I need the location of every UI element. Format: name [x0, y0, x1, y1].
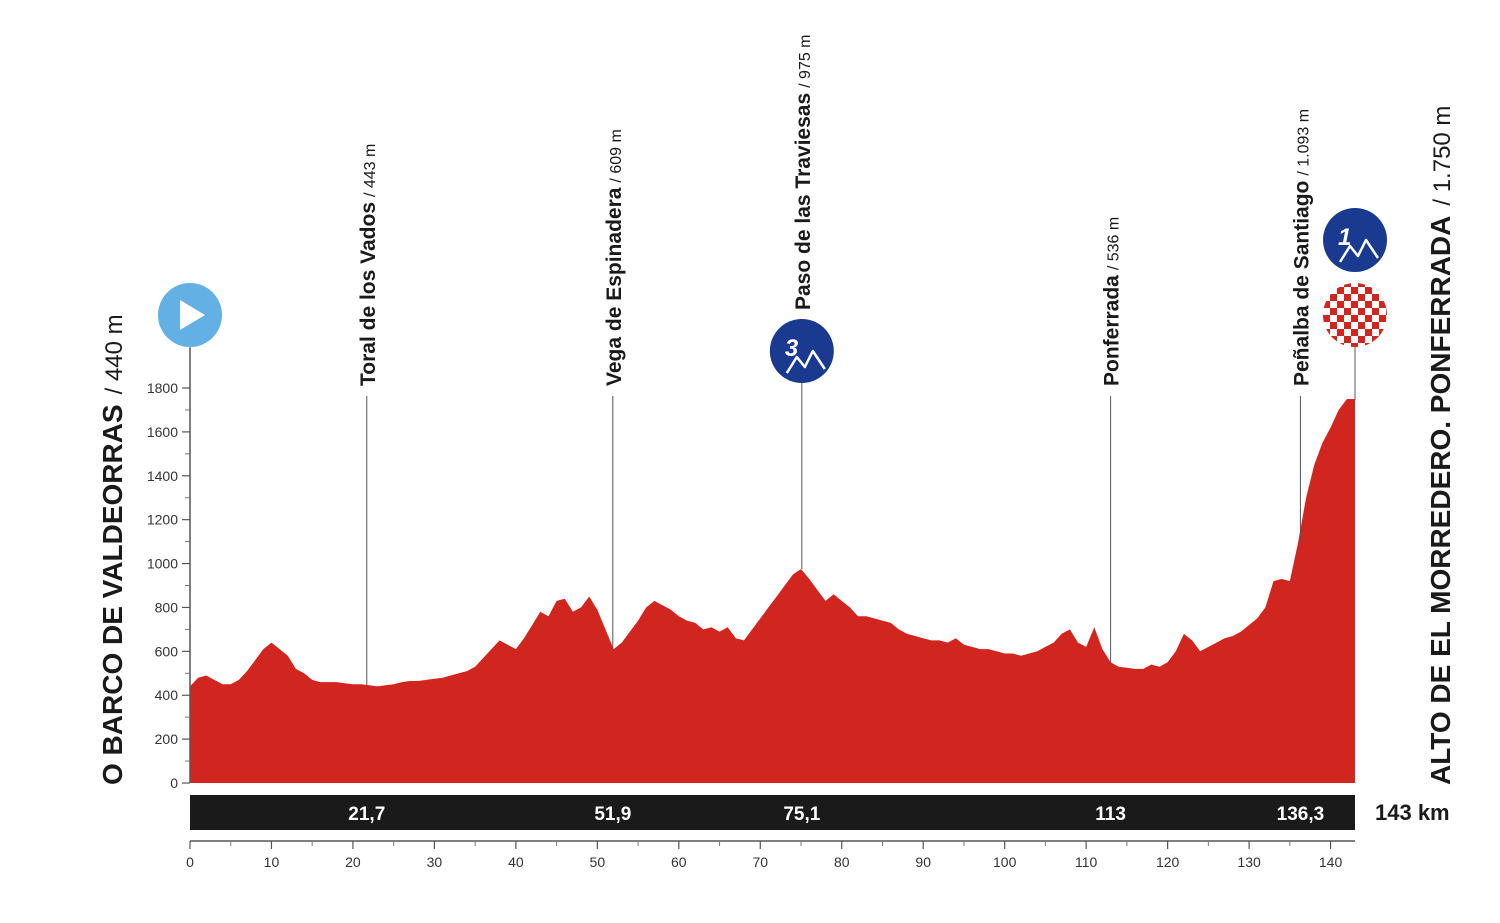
- y-tick-label: 400: [155, 687, 179, 703]
- start-label: O BARCO DE VALDEORRAS / 440 m: [97, 314, 128, 785]
- waypoint-label: Paso de las Traviesas / 975 m: [792, 34, 815, 310]
- waypoint-km-labels: 21,7 51,9 75,1 113 136,3: [348, 804, 1324, 825]
- start-name: O BARCO DE VALDEORRAS: [97, 404, 128, 785]
- x-tick-label: 120: [1156, 854, 1180, 870]
- y-tick-label: 1400: [147, 468, 178, 484]
- y-tick-label: 1000: [147, 556, 178, 572]
- y-tick-label: 200: [155, 731, 179, 747]
- waypoint-altitude: / 1.093 m: [1295, 109, 1312, 176]
- x-tick-label: 90: [915, 854, 931, 870]
- y-tick-label: 800: [155, 599, 179, 615]
- x-tick-label: 70: [752, 854, 768, 870]
- distance-bar: [190, 795, 1355, 830]
- km-label: 51,9: [594, 804, 631, 825]
- y-tick-label: 1200: [147, 512, 178, 528]
- x-tick-label: 100: [993, 854, 1017, 870]
- km-label: 136,3: [1277, 804, 1325, 825]
- finish-altitude: / 1.750 m: [1429, 106, 1456, 206]
- x-tick-label: 30: [427, 854, 443, 870]
- x-tick-label: 60: [671, 854, 687, 870]
- finish-category-number: 1: [1338, 224, 1351, 251]
- x-tick-label: 0: [186, 854, 194, 870]
- waypoint-label: Peñalba de Santiago / 1.093 m: [1290, 109, 1313, 386]
- waypoint-altitude: / 443 m: [362, 144, 379, 197]
- waypoint-markers: Toral de los Vados / 443 m Vega de Espinad…: [357, 34, 1313, 686]
- x-tick-label: 130: [1237, 854, 1261, 870]
- play-icon: [180, 300, 205, 330]
- km-label: 75,1: [783, 804, 820, 825]
- waypoint-label: Toral de los Vados / 443 m: [357, 144, 380, 386]
- y-tick-label: 1800: [147, 380, 178, 396]
- waypoint-label: Ponferrada / 536 m: [1101, 217, 1124, 386]
- km-label: 21,7: [348, 804, 385, 825]
- finish-label: ALTO DE EL MORREDERO. PONFERRADA / 1.750…: [1425, 106, 1456, 785]
- y-tick-label: 0: [170, 775, 178, 791]
- waypoint-name: Toral de los Vados: [357, 202, 380, 386]
- waypoint-altitude: / 609 m: [608, 129, 625, 182]
- km-label: 113: [1095, 804, 1126, 825]
- x-axis-ticks: 0 10 20 30 40 50 60 70 80 90 100 110 120 130 140: [186, 841, 1342, 870]
- y-axis-ticks: 0 200 400 600 800 1000 1200 1400 1600 1800: [147, 380, 190, 791]
- waypoint-altitude: / 975 m: [797, 34, 814, 87]
- y-tick-label: 1600: [147, 424, 178, 440]
- x-tick-label: 40: [508, 854, 524, 870]
- finish-badge: [1323, 283, 1387, 347]
- start-altitude: / 440 m: [101, 314, 128, 394]
- climb-category-number: 3: [785, 335, 799, 362]
- mountain-climb-icon: [785, 349, 826, 374]
- waypoint-name: Vega de Espinadera: [603, 187, 626, 386]
- total-distance-label: 143 km: [1375, 800, 1450, 825]
- x-tick-label: 110: [1075, 854, 1098, 870]
- x-tick-label: 20: [345, 854, 361, 870]
- climb-category-badge: 3: [769, 319, 834, 383]
- finish-category-badge: 1: [1323, 208, 1387, 272]
- waypoint-label: Vega de Espinadera / 609 m: [603, 129, 626, 386]
- waypoint-altitude: / 536 m: [1106, 217, 1123, 270]
- finish-name: ALTO DE EL MORREDERO. PONFERRADA: [1425, 216, 1456, 785]
- elevation-profile-area: [190, 399, 1355, 783]
- x-tick-label: 50: [590, 854, 606, 870]
- waypoint-name: Peñalba de Santiago: [1290, 181, 1313, 386]
- start-badge: [158, 283, 222, 347]
- mountain-climb-icon: [1338, 238, 1380, 263]
- y-tick-label: 600: [155, 643, 179, 659]
- waypoint-name: Ponferrada: [1101, 275, 1124, 386]
- x-tick-label: 140: [1319, 854, 1343, 870]
- waypoint-name: Paso de las Traviesas: [792, 93, 815, 310]
- x-tick-label: 10: [264, 854, 280, 870]
- x-tick-label: 80: [834, 854, 850, 870]
